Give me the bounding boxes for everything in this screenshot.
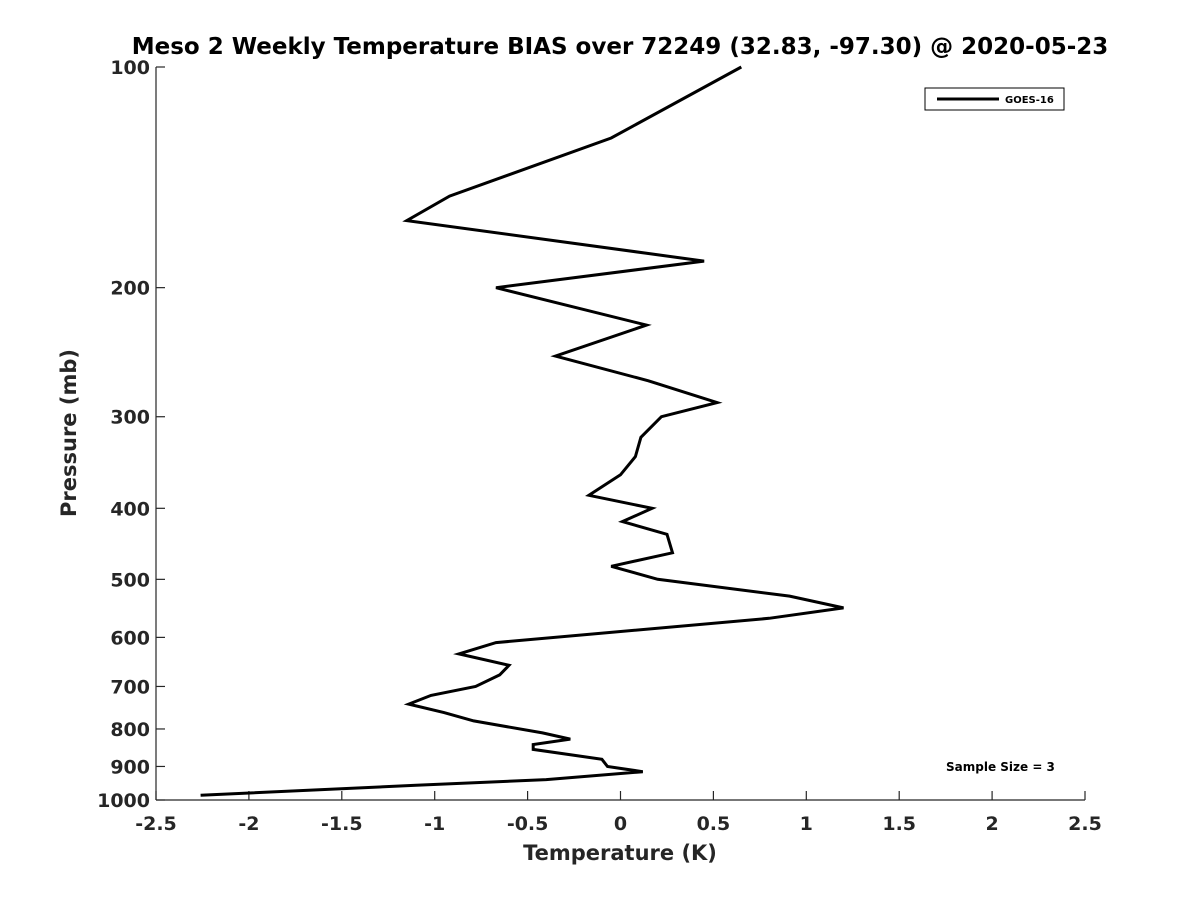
- y-tick-label: 400: [110, 498, 150, 520]
- legend: GOES-16: [924, 87, 1065, 111]
- y-tick-label: 900: [110, 756, 150, 778]
- plot-area: [156, 67, 1085, 800]
- y-tick-label: 600: [110, 627, 150, 649]
- x-tick-label: 0.5: [697, 813, 731, 835]
- series-line-goes-16: [200, 65, 844, 797]
- y-tick-label: 500: [110, 569, 150, 591]
- legend-label-goes-16: GOES-16: [1005, 95, 1054, 106]
- x-axis-ticks: -2.5 -2 -1.5 -1 -0.5 0 0.5 1 1.5 2 2.5: [135, 791, 1102, 835]
- y-axis-ticks: 100 200 300 400 500 600 700 800 900 1000: [97, 57, 165, 812]
- x-tick-label: -0.5: [507, 813, 549, 835]
- x-tick-label: 1: [800, 813, 813, 835]
- series-layer: [200, 65, 844, 797]
- x-tick-label: -1.5: [321, 813, 363, 835]
- y-tick-label: 200: [110, 278, 150, 300]
- y-tick-label: 100: [110, 57, 150, 79]
- x-tick-label: 1.5: [882, 813, 916, 835]
- chart-title: Meso 2 Weekly Temperature BIAS over 7224…: [132, 34, 1109, 60]
- x-tick-label: 0: [614, 813, 627, 835]
- x-tick-label: -1: [424, 813, 445, 835]
- x-tick-label: -2: [238, 813, 259, 835]
- y-axis-label: Pressure (mb): [57, 349, 81, 517]
- x-tick-label: 2.5: [1068, 813, 1102, 835]
- sample-size-note: Sample Size = 3: [946, 760, 1055, 774]
- y-tick-label: 800: [110, 719, 150, 741]
- y-tick-label: 300: [110, 407, 150, 429]
- y-tick-label: 700: [110, 676, 150, 698]
- x-tick-label: -2.5: [135, 813, 177, 835]
- x-tick-label: 2: [985, 813, 998, 835]
- y-tick-label: 1000: [97, 790, 150, 812]
- x-axis-label: Temperature (K): [523, 841, 717, 865]
